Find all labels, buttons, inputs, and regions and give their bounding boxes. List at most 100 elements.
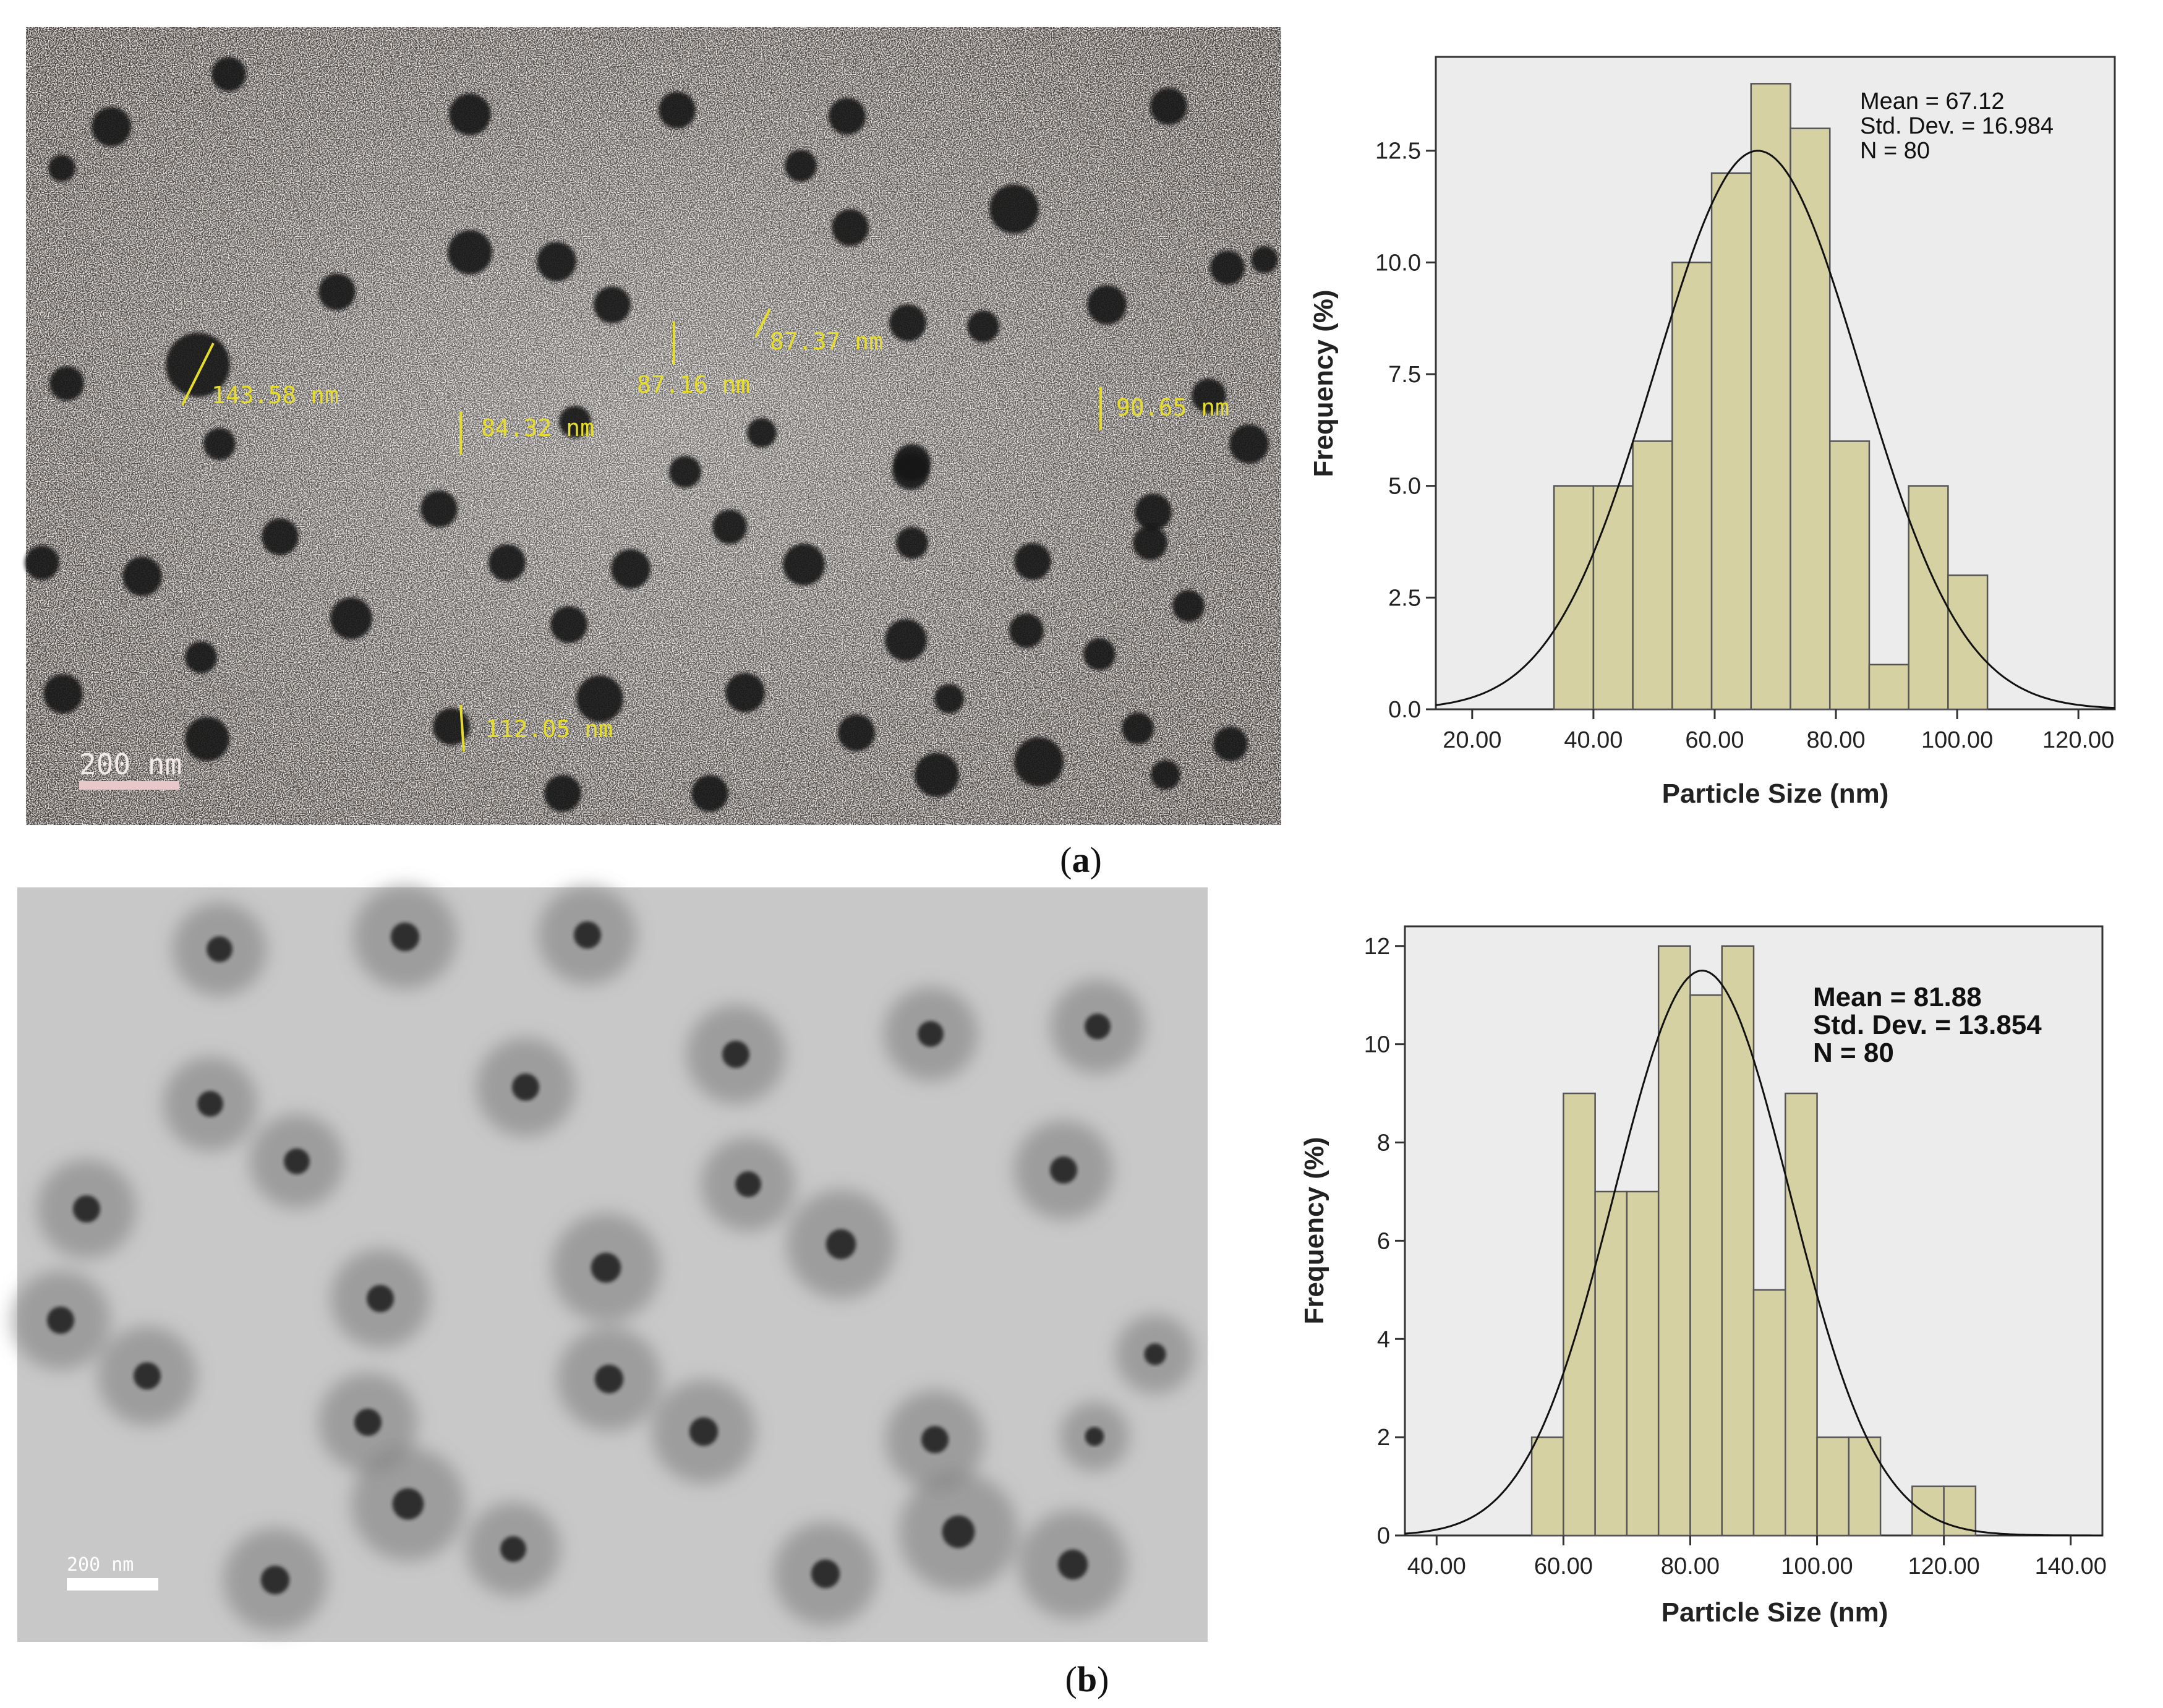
histogram-b-y-tick-label: 12 [1364, 934, 1390, 960]
histogram-a-y-tick-label: 5.0 [1388, 474, 1421, 500]
tem-a-particle [1229, 424, 1269, 464]
tem-b-scale-label: 200 nm [67, 1554, 134, 1576]
histogram-b-bar [1594, 1190, 1628, 1537]
tem-a-measurement: 143.58 nm [211, 382, 339, 409]
tem-a-particle [829, 98, 866, 135]
tem-a-particle [611, 549, 651, 589]
histogram-a-bar [1632, 440, 1673, 711]
histogram-a-bar [1790, 127, 1831, 711]
tem-a-particle [1135, 493, 1172, 531]
tem-a-measurement: 87.16 nm [637, 371, 750, 398]
histogram-b-y-tick-label: 6 [1377, 1228, 1390, 1254]
tem-a-particle [691, 775, 728, 812]
tem-a-particle [1192, 378, 1226, 413]
tem-a-particle [185, 641, 217, 673]
histogram-b-bar [1530, 1436, 1564, 1537]
histogram-b-bar [1848, 1436, 1882, 1537]
tem-a-particle [1150, 88, 1187, 125]
tem-b-particle [574, 921, 601, 949]
tem-a-particle [544, 775, 581, 812]
histogram-a-y-tick-label: 12.5 [1375, 139, 1421, 164]
tem-a-particle [659, 92, 696, 129]
tem-a-measurement: 90.65 nm [1116, 394, 1229, 421]
tem-a-particle [915, 753, 959, 797]
histogram-a-x-tick-label: 20.00 [1443, 727, 1501, 753]
tem-a-particle [49, 366, 84, 401]
histogram-b-y-tick-label: 0 [1377, 1523, 1390, 1549]
tem-a-particle [330, 597, 372, 639]
tem-a-particle [211, 57, 246, 92]
tem-a-particle [48, 155, 75, 182]
tem-b-particle-cores [47, 921, 1166, 1595]
tem-b-particle [1050, 1156, 1077, 1184]
tem-image-a: 143.58 nm 84.32 nm 87.16 nm 87.37 nm 90.… [25, 27, 1281, 825]
histogram-b-bar [1911, 1485, 1945, 1537]
histogram-b-x-axis: 40.00 60.00 80.00 100.00 120.00 140.00 [1407, 1535, 2107, 1579]
tem-a-particle [25, 545, 59, 580]
histogram-b-bar [1816, 1436, 1850, 1537]
tem-b-scale-bar [67, 1578, 158, 1591]
tem-a-particle [576, 675, 623, 722]
histogram-b-y-tick-label: 10 [1364, 1032, 1390, 1058]
tem-a-particle [537, 242, 576, 281]
tem-b-particle [918, 1021, 944, 1047]
tem-a-particle [747, 418, 777, 448]
histogram-b-bar [1721, 945, 1755, 1537]
histogram-b-bar [1657, 945, 1691, 1537]
tem-a-particle [934, 684, 964, 714]
tem-a-scale-label: 200 nm [79, 748, 182, 781]
tem-b-particle [392, 1488, 424, 1520]
tem-a-particle [448, 230, 492, 275]
histogram-b-y-tick-label: 2 [1377, 1425, 1390, 1451]
histogram-a-x-tick-label: 100.00 [1921, 727, 1993, 753]
tem-a-measure-line [459, 704, 465, 752]
tem-b-particle [47, 1307, 74, 1334]
histogram-a-bar [1710, 172, 1752, 711]
histogram-a-bar [1828, 440, 1871, 711]
tem-b-particle [1144, 1343, 1166, 1365]
tem-a-particle [712, 510, 747, 544]
tem-b-particle [197, 1091, 223, 1117]
histogram-b-x-tick-label: 100.00 [1781, 1553, 1853, 1579]
tem-b-particle [284, 1148, 310, 1174]
tem-a-measurement: 87.37 nm [770, 328, 883, 355]
histogram-b-x-tick-label: 80.00 [1661, 1553, 1720, 1579]
panel-label-b: (b) [1065, 1659, 1109, 1699]
histogram-b: 0 2 4 6 8 10 12 40.00 60.00 80.00 100.00 120.00 140… [1299, 925, 2107, 1628]
tem-a-particle [838, 714, 875, 751]
tem-a-particle [896, 527, 928, 559]
histogram-b-x-tick-label: 60.00 [1534, 1553, 1593, 1579]
tem-a-particle [1151, 760, 1180, 790]
tem-b-particle [735, 1171, 761, 1197]
histogram-a-stat-mean: Mean = 67.12 [1860, 88, 2004, 114]
panel-label-a: (a) [1060, 840, 1102, 880]
histogram-a-x-tick-label: 120.00 [2042, 727, 2114, 753]
tem-a-particle [420, 490, 458, 527]
tem-a-particles [25, 57, 1278, 812]
tem-b-particle [826, 1229, 856, 1260]
tem-a-particle [967, 310, 999, 343]
tem-a-particle [1172, 590, 1205, 622]
histogram-b-x-tick-label: 40.00 [1407, 1553, 1466, 1579]
tem-a-particle [203, 428, 236, 460]
tem-a-particle [889, 304, 926, 341]
tem-a-particle [1014, 737, 1064, 787]
tem-a-particle [1122, 712, 1154, 745]
histogram-a-bar [1868, 664, 1909, 711]
tem-a-particle [1009, 613, 1044, 648]
tem-a-particle [262, 518, 299, 555]
histogram-a-y-label: Frequency (%) [1308, 289, 1339, 477]
histogram-a-x-tick-label: 40.00 [1564, 727, 1623, 753]
tem-a-particle [1014, 543, 1051, 580]
histogram-b-y-label: Frequency (%) [1299, 1137, 1329, 1324]
tem-b-particle [367, 1285, 394, 1312]
histogram-a-bars [1553, 83, 1989, 711]
histogram-a-bar [1750, 83, 1791, 711]
tem-a-measure-line [181, 343, 215, 406]
tem-a-particle [1133, 526, 1167, 560]
histogram-a-x-label: Particle Size (nm) [1662, 779, 1889, 809]
tem-a-measurement: 84.32 nm [481, 414, 594, 442]
tem-a-particle [832, 209, 869, 246]
histogram-a-bar [1908, 485, 1949, 711]
